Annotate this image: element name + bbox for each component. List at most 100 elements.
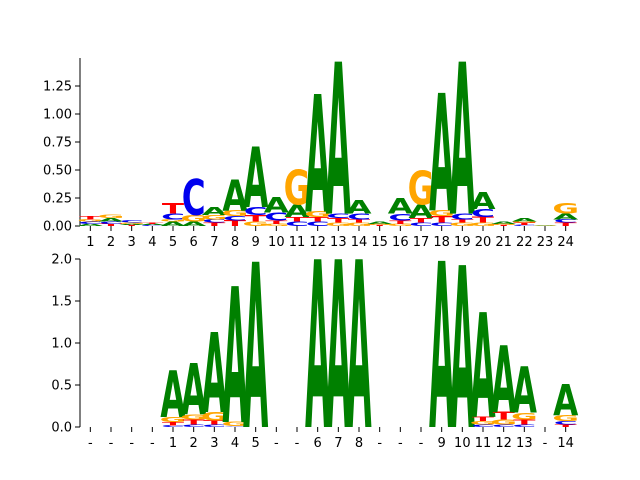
logo-letter-c: C: [471, 207, 495, 219]
x-tick-label: -: [543, 436, 548, 451]
x-tick-label: 2: [107, 235, 115, 250]
logo-letter-g: G: [118, 222, 145, 224]
x-tick-label: -: [398, 436, 403, 451]
logo-letter-c: C: [409, 222, 433, 227]
logo-letter-t: T: [265, 220, 287, 225]
logo-letter-a: A: [450, 21, 475, 264]
logo-letter-a: A: [181, 220, 206, 227]
logo-letter-a: A: [470, 188, 495, 215]
logo-letter-a: A: [470, 283, 495, 451]
logo-letter-a: A: [98, 217, 123, 222]
logo-letter-a: A: [450, 223, 475, 480]
logo-letter-a: A: [78, 223, 103, 226]
logo-letter-c: C: [264, 211, 288, 223]
logo-letter-a: A: [140, 224, 165, 226]
logo-letter-g: G: [180, 413, 207, 421]
logo-letter-t: T: [513, 222, 536, 225]
logo-letter-c: C: [512, 424, 536, 428]
logo-letter-a: A: [346, 213, 371, 480]
logo-letter-a: A: [429, 217, 454, 480]
logo-letter-g: G: [304, 210, 331, 219]
logo-letter-c: C: [78, 221, 102, 224]
x-tick-label: 5: [252, 436, 260, 451]
logo-letter-t: T: [555, 222, 577, 227]
logo-letter-t: T: [472, 416, 494, 423]
logo-letter-t: T: [410, 217, 432, 224]
logo-letter-c: C: [306, 220, 330, 227]
logo-letter-t: T: [245, 213, 268, 224]
x-tick-label: 13: [516, 436, 533, 451]
x-tick-label: 3: [210, 436, 218, 451]
logo-letter-t: T: [493, 225, 516, 227]
x-tick-label: 23: [537, 235, 554, 250]
logo-letter-a: A: [367, 221, 392, 224]
logo-letter-a: A: [202, 312, 227, 439]
logo-letter-t: T: [327, 217, 349, 224]
logo-letter-a: A: [305, 213, 330, 480]
logo-letter-a: A: [491, 328, 516, 435]
logo-letter-g: G: [160, 415, 187, 423]
logo-letter-g: G: [77, 219, 104, 222]
logo-letter-a: A: [264, 193, 290, 218]
logo-letter-c: C: [161, 212, 185, 221]
logo-letter-c: C: [202, 424, 226, 428]
logo-letter-c: C: [285, 220, 309, 227]
x-tick-label: 7: [210, 235, 218, 250]
x-tick-label: 14: [351, 235, 368, 250]
logo-letter-c: C: [99, 221, 123, 224]
x-tick-label: -: [295, 436, 300, 451]
x-tick-label: -: [109, 436, 114, 451]
logo-letter-c: C: [430, 222, 454, 227]
logo-letter-g: G: [180, 213, 207, 224]
x-tick-label: 12: [495, 436, 512, 451]
logo-letter-g: G: [366, 224, 393, 226]
x-tick-label: -: [419, 436, 424, 451]
logo-letter-c: C: [388, 212, 412, 223]
logo-letter-c: C: [554, 420, 578, 425]
logo-letter-a: A: [553, 376, 579, 425]
y-tick-label: 2.0: [51, 253, 72, 268]
logo-letter-a: A: [346, 197, 372, 219]
logo-letter-g: G: [201, 214, 228, 221]
logo-letter-c: C: [471, 424, 495, 428]
logo-letter-c: C: [182, 424, 206, 428]
logo-letter-t: T: [203, 419, 225, 426]
logo-letter-t: T: [162, 421, 184, 426]
x-tick-label: 4: [231, 436, 239, 451]
y-tick-label: 0.00: [43, 220, 72, 235]
logo-letter-a: A: [326, 21, 351, 264]
logo-letter-a: A: [222, 171, 248, 221]
y-tick-label: 0.0: [51, 421, 72, 436]
logo-letter-t: T: [493, 410, 516, 422]
logo-letter-a: A: [388, 194, 414, 219]
logo-letter-g: G: [201, 409, 228, 423]
logo-letter-c: C: [450, 212, 474, 221]
x-tick-label: 17: [413, 235, 430, 250]
logo-letter-c: C: [347, 212, 371, 221]
x-tick-label: 24: [557, 235, 574, 250]
logo-letter-a: A: [532, 225, 557, 226]
logo-letter-a: A: [119, 224, 144, 226]
logo-letter-c: C: [223, 426, 247, 427]
x-tick-label: 19: [454, 235, 471, 250]
logo-letter-g: G: [428, 209, 455, 218]
logo-letter-a: A: [429, 62, 454, 249]
x-tick-label: 5: [169, 235, 177, 250]
logo-letter-c: C: [140, 225, 164, 227]
logo-letter-c: C: [161, 425, 185, 428]
logo-letter-c: C: [202, 218, 226, 223]
logo-letter-t: T: [369, 225, 392, 227]
logo-letter-t: T: [431, 214, 454, 225]
x-tick-label: 20: [475, 235, 492, 250]
logo-letter-g: G: [222, 421, 249, 428]
logo-letter-t: T: [307, 216, 329, 223]
x-tick-label: 4: [148, 235, 156, 250]
logo-letter-a: A: [326, 213, 351, 480]
logo-letter-g: G: [490, 418, 517, 426]
logo-letter-a: A: [222, 249, 247, 466]
logo-letter-g: G: [470, 222, 497, 227]
y-tick-label: 1.00: [43, 108, 72, 123]
logo-letter-a: A: [243, 131, 268, 227]
x-tick-label: 10: [268, 235, 285, 250]
